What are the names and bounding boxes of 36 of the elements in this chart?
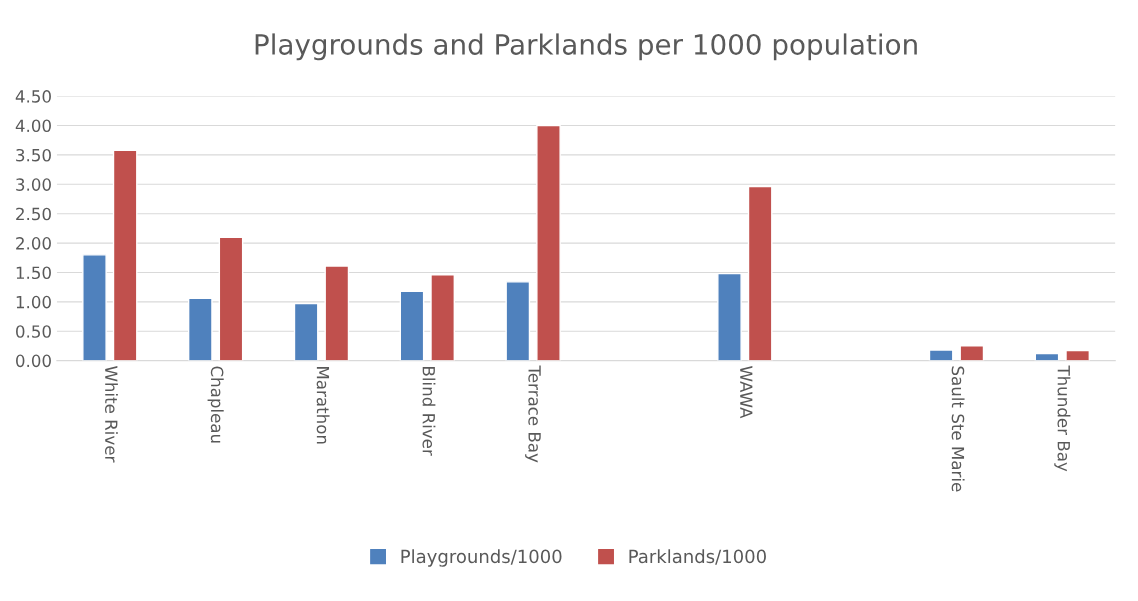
bar xyxy=(959,345,985,361)
bar xyxy=(218,236,244,361)
x-tick-label: Terrace Bay xyxy=(525,365,541,463)
y-tick-label: 1.00 xyxy=(16,295,51,309)
y-tick-label: 2.00 xyxy=(16,237,51,250)
x-tick-label: WAWA xyxy=(740,366,753,419)
y-tick-label: 1.50 xyxy=(16,266,51,280)
bar xyxy=(324,265,350,361)
bar xyxy=(82,254,107,361)
bar xyxy=(430,274,456,361)
y-tick-label: 4.50 xyxy=(15,90,51,103)
x-tick-label: Chapleau xyxy=(207,366,224,443)
y-tick-label: 2.50 xyxy=(16,207,51,221)
x-tick-label: Blind River xyxy=(422,367,436,456)
y-tick-label: 4.00 xyxy=(15,119,51,133)
bar xyxy=(717,272,742,361)
bar xyxy=(747,185,773,361)
legend-label: Parklands/1000 xyxy=(629,549,766,565)
bar xyxy=(187,297,213,361)
x-tick-label: Sault Ste Marie xyxy=(951,366,965,492)
bar xyxy=(399,290,425,361)
legend-label: Playgrounds/1000 xyxy=(401,549,562,567)
bar xyxy=(293,302,319,361)
chart-title: Playgrounds and Parklands per 1000 population xyxy=(255,33,917,61)
y-tick-label: 0.00 xyxy=(16,354,51,368)
bar xyxy=(505,281,531,361)
bar xyxy=(1065,349,1091,361)
y-tick-label: 3.50 xyxy=(16,148,51,162)
y-tick-label: 0.50 xyxy=(16,325,51,338)
x-tick-label: Thunder Bay xyxy=(1054,365,1071,472)
bar xyxy=(536,124,561,361)
x-tick-label: White River xyxy=(104,366,118,463)
bar xyxy=(112,149,138,361)
y-tick-label: 3.00 xyxy=(16,178,51,191)
x-tick-label: Marathon xyxy=(316,367,330,444)
bar xyxy=(928,349,954,361)
